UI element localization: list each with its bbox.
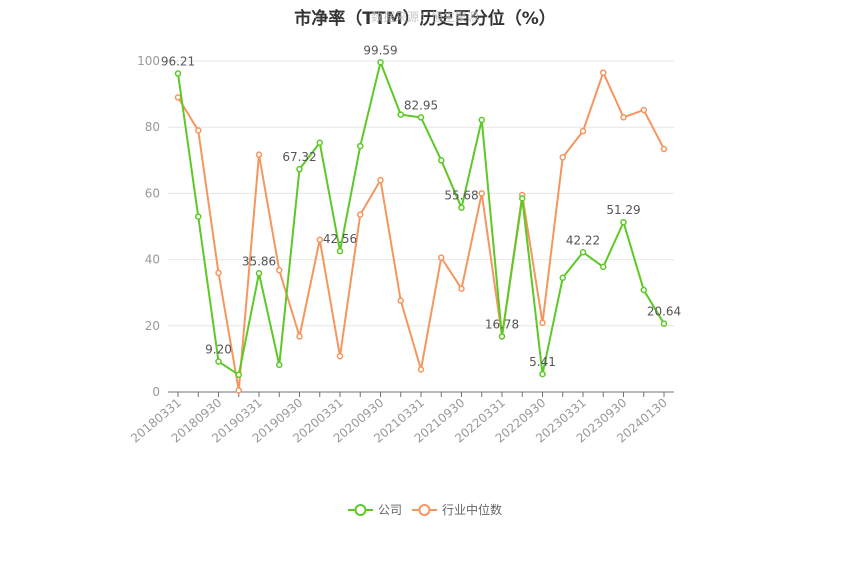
data-label: 67.32 bbox=[282, 150, 316, 164]
data-point bbox=[559, 274, 566, 282]
data-point bbox=[478, 190, 485, 197]
data-point bbox=[640, 106, 647, 114]
data-point bbox=[174, 94, 182, 101]
data-point bbox=[458, 285, 465, 292]
data-point bbox=[255, 270, 263, 277]
y-tick-label: 60 bbox=[145, 186, 160, 200]
data-label: 20.64 bbox=[647, 305, 681, 319]
data-point bbox=[539, 370, 546, 378]
data-label: 16.78 bbox=[485, 317, 519, 331]
data-point bbox=[195, 213, 202, 220]
data-point bbox=[215, 269, 222, 277]
data-point bbox=[539, 319, 546, 327]
data-label: 99.59 bbox=[363, 43, 397, 57]
data-label: 5.41 bbox=[529, 355, 556, 369]
data-point bbox=[296, 165, 303, 173]
data-point bbox=[660, 320, 668, 327]
data-point bbox=[417, 114, 425, 121]
data-label: 42.22 bbox=[566, 233, 600, 247]
data-label: 9.20 bbox=[205, 343, 232, 357]
data-point bbox=[357, 211, 364, 218]
data-point bbox=[579, 249, 587, 256]
data-point bbox=[255, 151, 263, 158]
data-label: 51.29 bbox=[606, 203, 640, 217]
data-point bbox=[519, 195, 526, 202]
data-point bbox=[377, 59, 384, 66]
data-point bbox=[174, 70, 182, 77]
data-label: 82.95 bbox=[404, 98, 438, 112]
data-point bbox=[397, 297, 404, 304]
data-point bbox=[316, 139, 323, 147]
legend-swatch-marker bbox=[354, 504, 367, 516]
watermark: 数据来源：恒生聚源 bbox=[370, 10, 479, 24]
data-point bbox=[336, 353, 344, 360]
data-point bbox=[235, 371, 242, 379]
data-point bbox=[600, 69, 607, 76]
data-label: 42.56 bbox=[323, 232, 357, 246]
data-point bbox=[377, 176, 384, 184]
data-point bbox=[276, 361, 283, 369]
data-point bbox=[458, 204, 465, 211]
data-point bbox=[478, 116, 485, 124]
legend-label-industry: 行业中位数 bbox=[442, 502, 502, 517]
data-point bbox=[438, 254, 445, 261]
data-point bbox=[195, 127, 202, 134]
data-point bbox=[357, 142, 364, 150]
data-point bbox=[559, 154, 566, 161]
y-tick-label: 80 bbox=[145, 120, 160, 134]
data-point bbox=[316, 236, 323, 243]
y-tick-label: 20 bbox=[145, 319, 160, 333]
data-point bbox=[660, 145, 668, 153]
data-label: 35.86 bbox=[242, 254, 276, 268]
data-point bbox=[600, 263, 607, 271]
data-label: 55.68 bbox=[444, 189, 478, 203]
y-tick-label: 0 bbox=[152, 385, 160, 399]
data-point bbox=[397, 111, 404, 118]
data-point bbox=[417, 366, 425, 373]
data-label: 96.21 bbox=[161, 55, 195, 69]
chart-title: 市净率（TTM）历史百分位（%） bbox=[294, 9, 556, 29]
legend-label-company: 公司 bbox=[378, 503, 402, 517]
y-tick-label: 40 bbox=[145, 253, 160, 267]
data-point bbox=[579, 127, 587, 135]
data-point bbox=[215, 358, 222, 365]
data-point bbox=[438, 157, 445, 164]
data-point bbox=[336, 247, 344, 255]
data-point bbox=[498, 333, 506, 340]
data-point bbox=[235, 387, 242, 394]
data-point bbox=[620, 218, 627, 226]
data-point bbox=[620, 114, 627, 121]
data-point bbox=[640, 286, 647, 294]
data-point bbox=[276, 266, 283, 274]
y-tick-label: 100 bbox=[137, 54, 160, 68]
legend-swatch-marker bbox=[418, 504, 431, 516]
data-point bbox=[296, 333, 303, 340]
